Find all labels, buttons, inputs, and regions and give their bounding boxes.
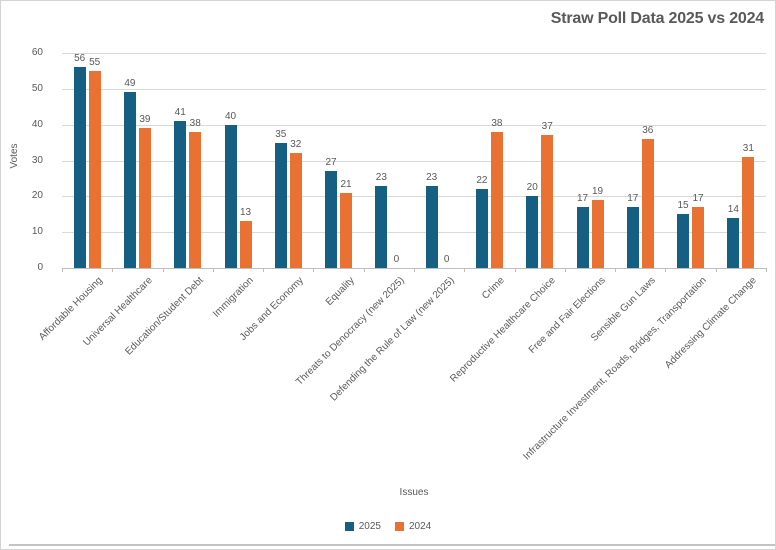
legend-swatch [395, 522, 404, 531]
y-tick-label: 40 [31, 118, 43, 130]
gridline [62, 53, 766, 54]
bar-2024 [692, 207, 705, 268]
y-axis-title: Votes [9, 143, 20, 169]
bar-2024 [742, 156, 755, 268]
data-label: 40 [224, 110, 237, 122]
gridline [62, 160, 766, 162]
data-label: 56 [74, 53, 86, 65]
x-axis-tick [62, 268, 63, 272]
data-label: 17 [576, 193, 589, 205]
x-axis-tick [615, 268, 617, 272]
y-tick-label: 60 [31, 47, 43, 58]
bar-2024 [289, 153, 302, 268]
x-axis-tick [665, 268, 667, 272]
data-label: 20 [526, 182, 538, 194]
data-label: 21 [340, 178, 352, 190]
x-axis-tick [514, 268, 516, 272]
bar-2024 [239, 221, 252, 268]
data-label: 13 [239, 207, 252, 219]
legend-label: 2025 [358, 521, 381, 532]
data-label: 55 [89, 56, 101, 68]
y-tick-label: 20 [31, 190, 43, 202]
bar-2025 [274, 142, 287, 268]
legend-item-2025: 2025 [344, 521, 381, 532]
data-label: 39 [139, 114, 151, 126]
data-label: 15 [677, 200, 689, 212]
legend-item-2024: 2024 [395, 521, 431, 532]
data-label: 38 [491, 117, 503, 129]
legend: 2025 2024 [1, 521, 775, 532]
data-label: 31 [742, 142, 754, 154]
bar-2025 [626, 207, 639, 268]
x-axis-tick [313, 268, 315, 272]
chart-title: Straw Poll Data 2025 vs 2024 [550, 10, 764, 27]
data-label: 37 [541, 121, 553, 133]
data-label: 38 [189, 117, 201, 129]
bar-2025 [576, 207, 589, 268]
legend-swatch [344, 522, 354, 531]
y-tick-label: 10 [31, 226, 43, 238]
data-label: 49 [124, 78, 136, 90]
data-label: 17 [692, 193, 704, 205]
data-label: 32 [290, 139, 302, 151]
x-axis-title: Issues [399, 487, 429, 498]
data-label: 19 [591, 185, 604, 197]
data-label: 27 [325, 157, 337, 169]
bar-2024 [591, 199, 604, 268]
bar-2025 [526, 196, 539, 268]
data-label: 23 [426, 171, 438, 183]
gridline [62, 196, 766, 198]
x-axis-tick [715, 268, 717, 272]
data-label: 35 [275, 128, 287, 140]
legend-label: 2024 [409, 521, 432, 532]
bar-2025 [123, 92, 136, 268]
x-axis-tick [414, 268, 415, 272]
data-label: 17 [627, 193, 639, 205]
bar-2025 [727, 217, 740, 268]
data-label: 23 [375, 171, 387, 183]
bar-2024 [490, 131, 503, 268]
bar-2025 [224, 124, 237, 268]
y-tick-label: 0 [37, 262, 43, 273]
gridline [62, 232, 766, 234]
x-axis-tick [162, 268, 164, 272]
bar-2025 [174, 121, 187, 268]
data-label: 36 [642, 125, 654, 136]
bar-2025 [677, 214, 690, 268]
bar-2025 [425, 185, 438, 268]
bar-2024 [541, 135, 554, 268]
bar-2024 [189, 131, 202, 268]
x-axis-tick [464, 268, 466, 272]
data-label: 0 [443, 254, 450, 265]
x-axis-tick [363, 268, 365, 272]
data-label: 14 [727, 203, 739, 215]
bar-2024 [138, 128, 151, 268]
gridline [62, 88, 766, 90]
x-axis-tick [564, 268, 566, 272]
data-label: 41 [174, 107, 186, 119]
bar-2024 [340, 192, 353, 268]
x-axis-tick [263, 268, 265, 272]
data-label: 0 [393, 254, 400, 265]
bar-2025 [475, 189, 488, 268]
x-axis-tick [766, 268, 767, 272]
y-tick-label: 30 [31, 154, 43, 166]
bar-2024 [88, 70, 101, 268]
bar-2025 [73, 67, 86, 268]
gridline [62, 124, 766, 126]
x-axis-tick [212, 268, 214, 272]
bar-2024 [641, 139, 654, 268]
chart-frame-shadow [9, 544, 775, 546]
x-axis-tick [112, 268, 114, 272]
bar-2025 [375, 185, 388, 268]
bar-2025 [325, 171, 338, 268]
y-tick-label: 50 [31, 82, 43, 94]
data-label: 22 [476, 175, 488, 187]
